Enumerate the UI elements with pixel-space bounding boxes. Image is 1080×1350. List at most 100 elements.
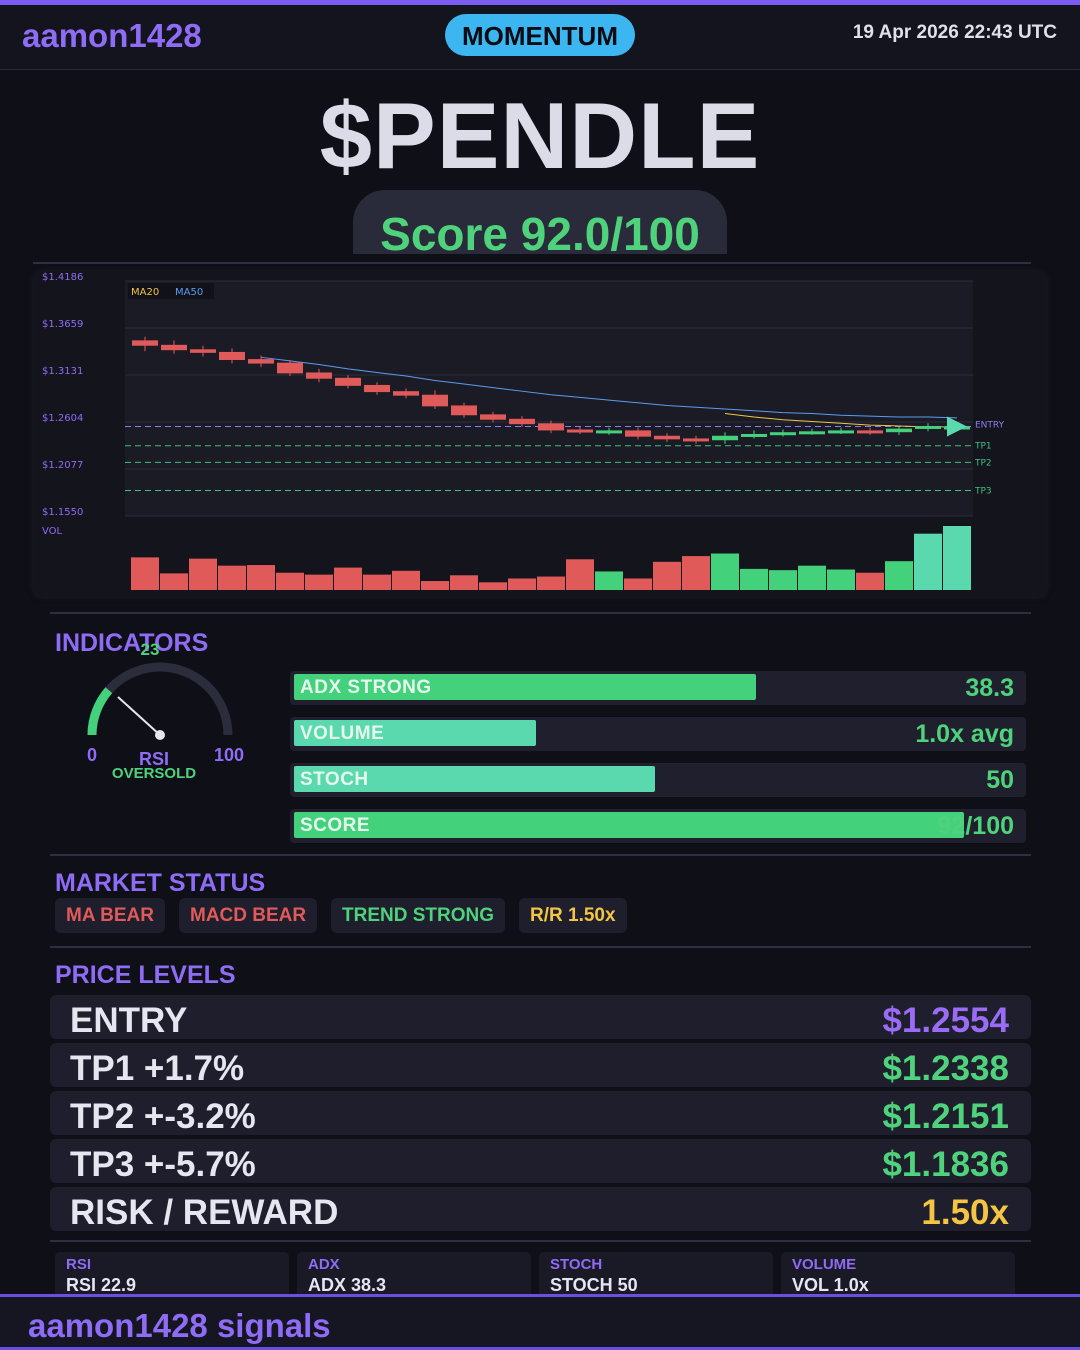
candle-body [277, 362, 303, 374]
status-badge: TREND STRONG [331, 898, 505, 933]
volume-bar [653, 561, 681, 590]
candle-body [335, 377, 361, 386]
volume-bar [189, 558, 217, 590]
volume-bar [218, 565, 246, 590]
top-accent-line [0, 0, 1080, 5]
rsi-gauge-graphic [87, 662, 233, 740]
volume-bar [798, 565, 826, 590]
price-level-value: 1.50x [921, 1193, 1009, 1232]
price-level-value: $1.2554 [882, 1001, 1009, 1040]
rsi-name-label: RSI [138, 749, 169, 769]
indicator-bar-label: SCORE [300, 815, 371, 836]
candle-body [422, 394, 448, 407]
stat-label: VOLUME [792, 1256, 857, 1273]
candle-body [393, 391, 419, 396]
candle-body [538, 423, 564, 431]
rsi-state-label: OVERSOLD [111, 765, 197, 782]
candle-body [915, 425, 941, 429]
candle-body [683, 438, 709, 442]
candle-body [509, 418, 535, 425]
stat-value: VOL 1.0x [792, 1275, 869, 1295]
legend-ma20: MA20 [131, 287, 159, 298]
candle-body [248, 359, 274, 364]
candle-body [828, 430, 854, 434]
stat-label: STOCH [550, 1256, 603, 1273]
volume-bar [566, 559, 594, 590]
level-label: TP2 [974, 458, 992, 468]
candle-body [799, 431, 825, 435]
gauge-track [87, 662, 233, 736]
y-tick-label: $1.4186 [42, 272, 83, 283]
indicator-bar-label: VOLUME [300, 723, 385, 744]
legend-box [128, 283, 214, 299]
indicators-title: INDICATORS [55, 629, 209, 657]
y-tick-label: $1.2077 [42, 460, 83, 471]
gauge-hub [155, 730, 165, 740]
indicator-bar-fill [294, 766, 655, 792]
entry-arrow-icon [947, 416, 967, 437]
volume-bar [595, 571, 623, 590]
volume-bar [827, 569, 855, 590]
candle-body [364, 384, 390, 393]
indicator-bar-value: 1.0x avg [915, 720, 1014, 748]
price-level-value: $1.1836 [882, 1145, 1009, 1184]
volume-bar [682, 556, 710, 590]
footer-accent-line [0, 1347, 1080, 1350]
stat-box: VOLUME VOL 1.0x [781, 1252, 1015, 1298]
legend-ma50: MA50 [175, 287, 203, 298]
brand-name: aamon1428 [22, 17, 202, 54]
volume-bar [624, 578, 652, 590]
volume-bar [392, 570, 420, 590]
divider [50, 1240, 1031, 1242]
indicator-bar-row: 50 STOCH [290, 763, 1026, 797]
volume-bar [508, 578, 536, 590]
indicator-bar-row: 1.0x avg VOLUME [290, 717, 1026, 751]
price-level-row: TP1 +1.7% $1.2338 [50, 1043, 1031, 1088]
divider [50, 854, 1031, 856]
stat-value: ADX 38.3 [308, 1275, 387, 1295]
header: aamon1428 MOMENTUM 19 Apr 2026 22:43 UTC [0, 5, 1080, 70]
candle-body [451, 405, 477, 416]
level-label: ENTRY [975, 420, 1005, 430]
rsi-value-label: 23 [140, 640, 160, 659]
candle-body [161, 344, 187, 351]
footer-signature: aamon1428 signals [28, 1307, 331, 1344]
rsi-min-label: 0 [87, 745, 98, 765]
y-tick-label: $1.2604 [42, 413, 83, 424]
price-level-row: ENTRY $1.2554 [50, 995, 1031, 1040]
y-tick-label: $1.1550 [42, 507, 83, 518]
volume-bar [363, 574, 391, 590]
volume-label: VOL [42, 526, 63, 537]
price-level-row: TP2 +-3.2% $1.2151 [50, 1091, 1031, 1136]
divider [50, 612, 1031, 614]
price-level-label: TP2 +-3.2% [70, 1097, 256, 1136]
candle-body [306, 372, 332, 379]
volume-bar [131, 557, 159, 590]
plot-area [125, 281, 973, 516]
stat-value: STOCH 50 [550, 1275, 638, 1295]
volume-bar [537, 576, 565, 590]
divider [33, 262, 1031, 264]
market-status-title: MARKET STATUS [55, 869, 266, 897]
indicator-bar-fill [294, 812, 964, 838]
price-chart-panel: $1.4186 $1.3659 $1.3131 $1.2604 $1.2077 $1.15… [33, 271, 1047, 597]
price-level-value: $1.2151 [882, 1097, 1009, 1136]
volume-bar [305, 574, 333, 590]
stat-label: ADX [308, 1256, 340, 1273]
stat-box: RSI RSI 22.9 [55, 1252, 289, 1298]
volume-bar [421, 581, 449, 590]
price-level-row: TP3 +-5.7% $1.1836 [50, 1139, 1031, 1184]
candle-body [654, 435, 680, 440]
indicator-bar-row: 92/100 SCORE [290, 809, 1026, 843]
footer: aamon1428 signals [0, 1294, 1080, 1350]
indicator-bar-value: 92/100 [937, 812, 1014, 840]
ticker-title: $PENDLE [319, 83, 761, 188]
stat-box: ADX ADX 38.3 [297, 1252, 531, 1298]
candle-body [625, 430, 651, 437]
indicator-bar-value: 38.3 [965, 674, 1014, 702]
price-levels-title: PRICE LEVELS [55, 961, 236, 989]
stat-label: RSI [66, 1256, 92, 1273]
candle-body [857, 430, 883, 434]
y-tick-label: $1.3659 [42, 319, 83, 330]
volume-bar [711, 553, 739, 590]
